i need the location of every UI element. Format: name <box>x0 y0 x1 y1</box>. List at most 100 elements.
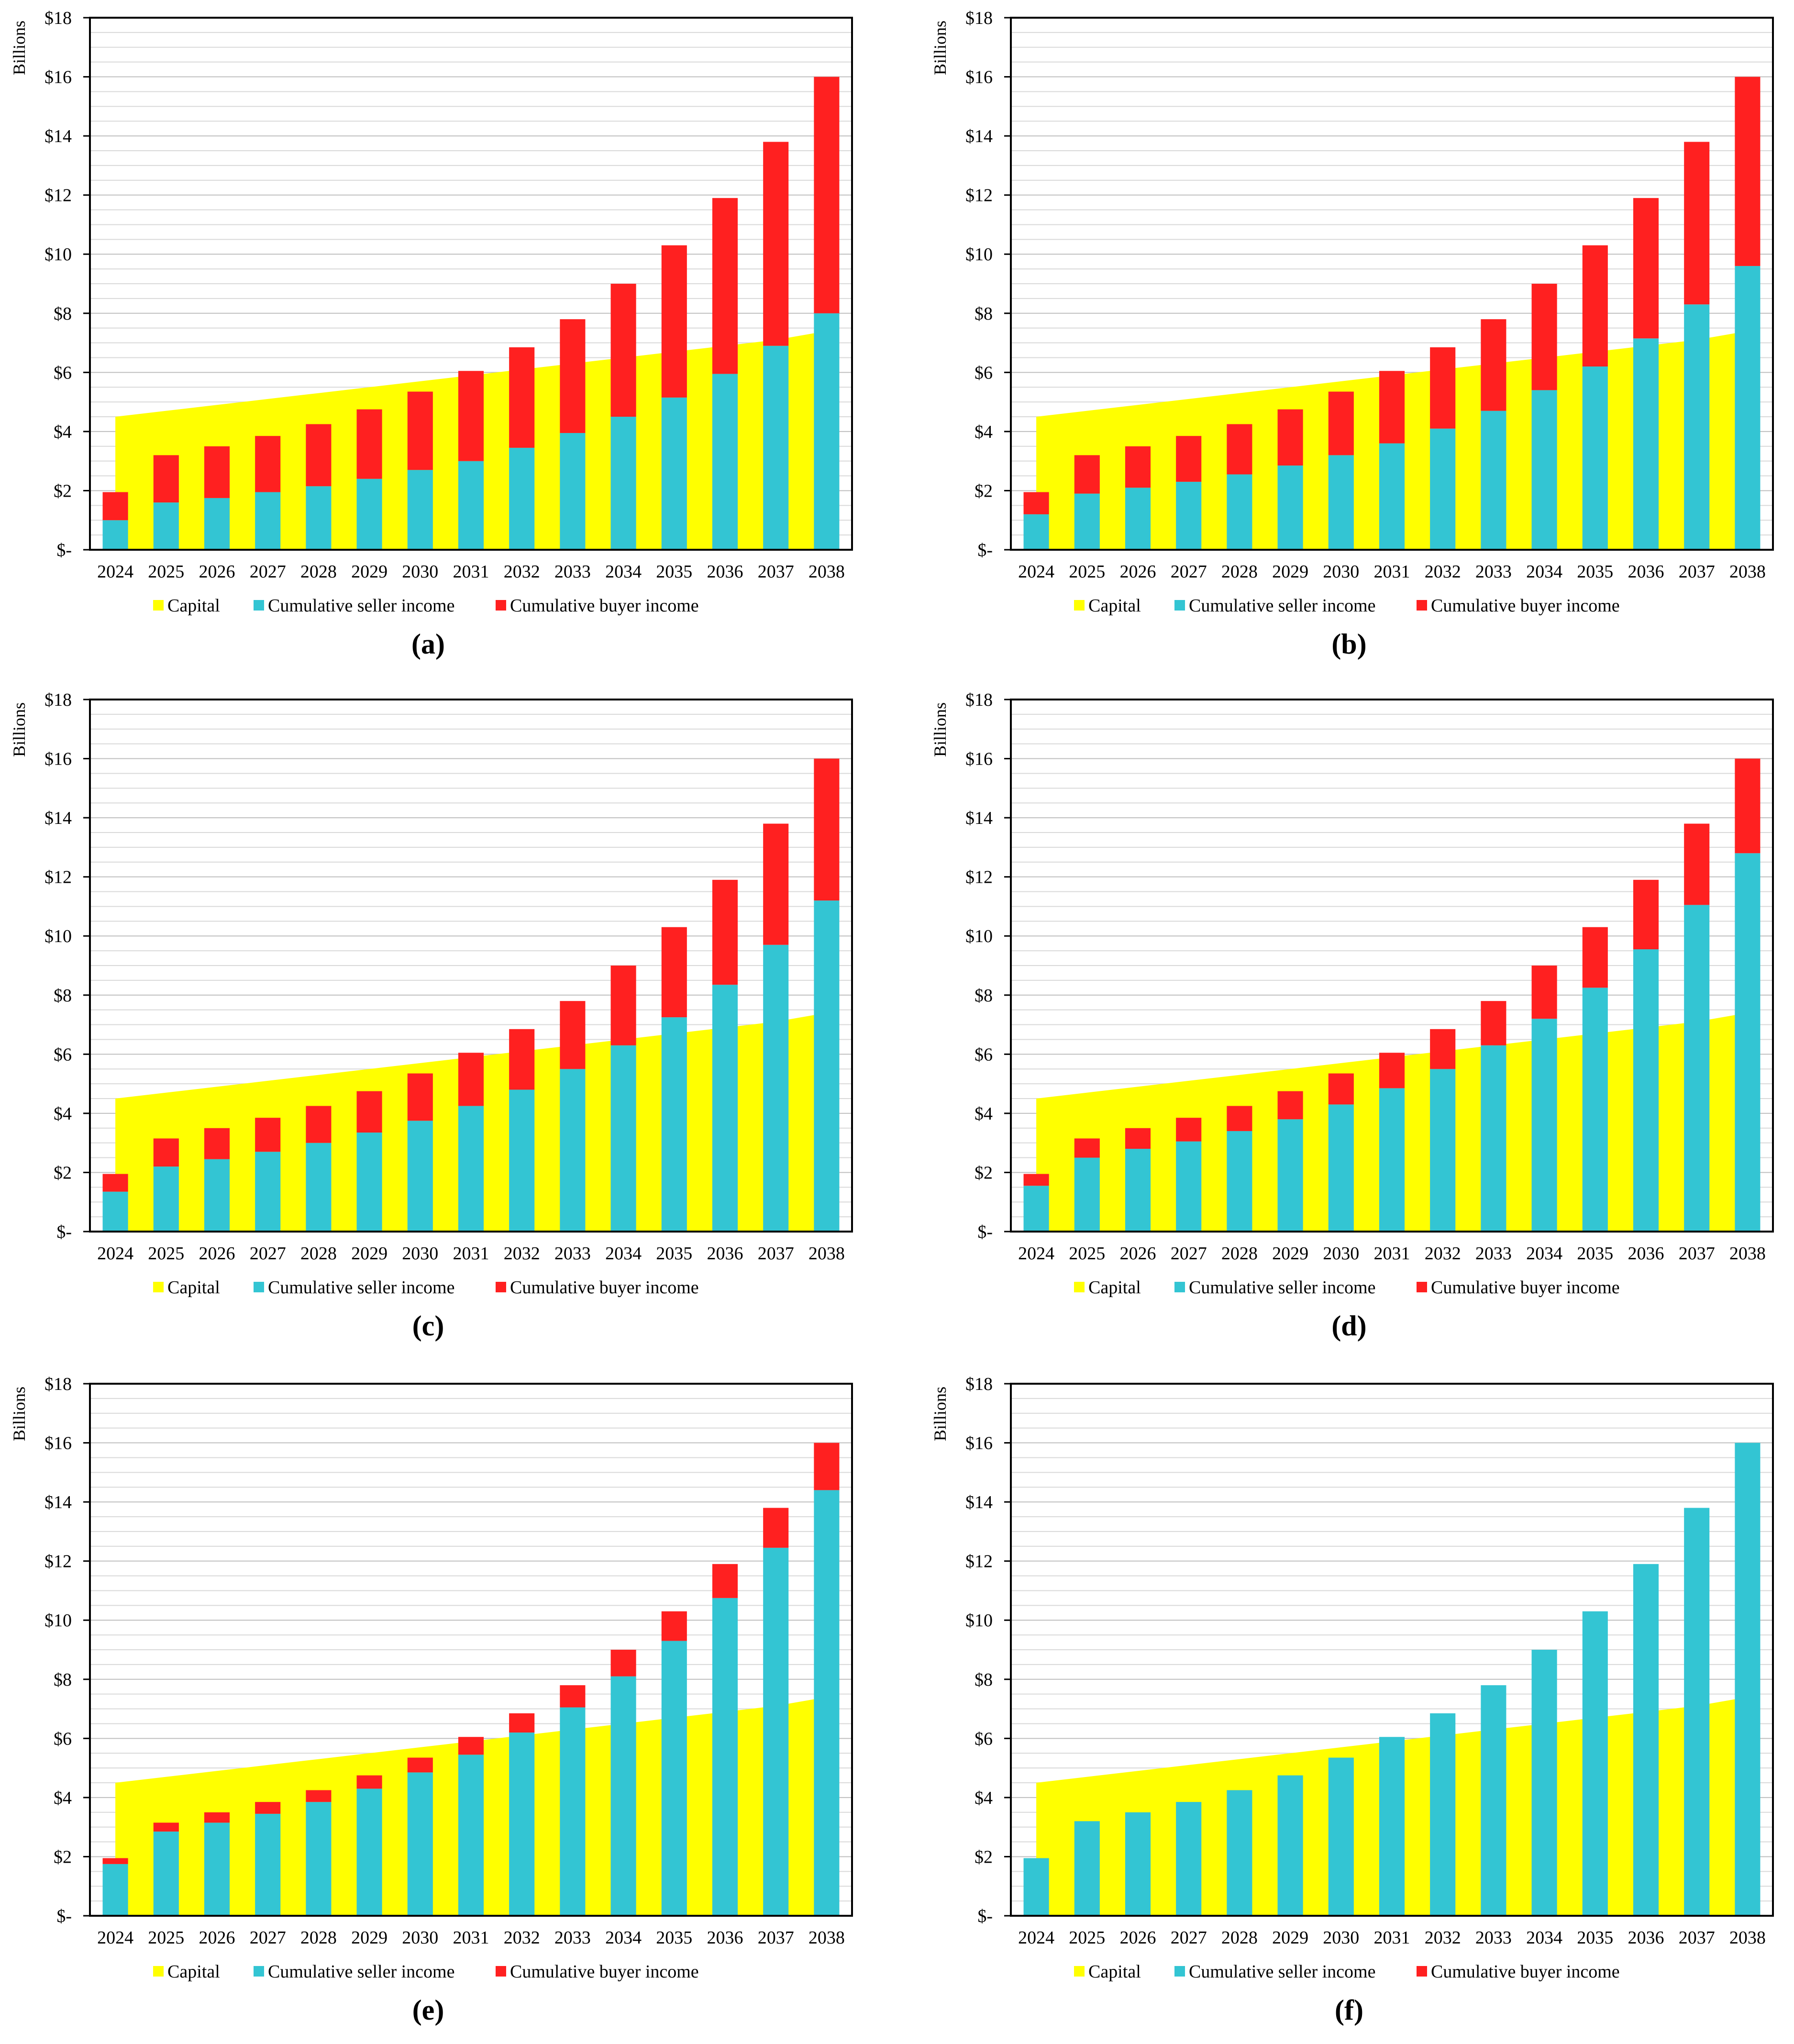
bar-buyer-2030 <box>1328 1073 1354 1105</box>
bar-buyer-2031 <box>1379 371 1405 444</box>
bar-buyer-2026 <box>204 1812 230 1823</box>
bar-buyer-2035 <box>1582 927 1608 988</box>
bar-seller-2027 <box>255 1152 281 1232</box>
legend-label-seller: Cumulative seller income <box>268 1962 454 1982</box>
legend-swatch-capital <box>153 600 164 611</box>
x-tick-label: 2037 <box>1679 1928 1715 1948</box>
bar-buyer-2036 <box>1633 879 1659 950</box>
bar-buyer-2038 <box>814 758 840 901</box>
y-tick-label: $14 <box>965 808 993 828</box>
bar-buyer-2037 <box>763 823 789 945</box>
bar-buyer-2028 <box>1227 424 1252 475</box>
bar-buyer-2032 <box>509 1029 535 1090</box>
bar-buyer-2029 <box>1277 1091 1303 1120</box>
legend-swatch-buyer <box>1417 1966 1427 1977</box>
x-tick-label: 2028 <box>1221 562 1258 582</box>
y-tick-label: $10 <box>44 1611 72 1631</box>
y-tick-label: $4 <box>54 422 72 442</box>
x-tick-label: 2036 <box>1628 562 1664 582</box>
bar-buyer-2035 <box>1582 245 1608 367</box>
x-tick-label: 2038 <box>1729 1928 1766 1948</box>
x-tick-label: 2026 <box>1120 1928 1156 1948</box>
bar-seller-2028 <box>1227 1790 1252 1916</box>
x-tick-label: 2036 <box>1628 1928 1664 1948</box>
x-tick-label: 2031 <box>453 562 489 582</box>
x-tick-label: 2033 <box>554 1244 591 1264</box>
bar-buyer-2037 <box>1684 823 1710 905</box>
x-tick-label: 2030 <box>1323 1928 1359 1948</box>
bar-seller-2027 <box>1176 481 1202 550</box>
bar-buyer-2030 <box>407 1073 433 1121</box>
chart-panel-2: 2024 2025 2026 2027 2028 2029 2030 2031 2032 2033… <box>930 8 1774 660</box>
bar-buyer-2032 <box>1430 347 1456 429</box>
x-tick-label: 2029 <box>1272 562 1308 582</box>
plot-frame <box>89 699 853 1233</box>
y-tick-label: $16 <box>44 749 72 769</box>
bar-seller-2024 <box>1023 1858 1049 1916</box>
y-axis-label: Billions <box>930 21 950 75</box>
bar-buyer-2034 <box>1531 966 1557 1019</box>
y-tick-label: $6 <box>975 1044 993 1065</box>
x-tick-label: 2027 <box>250 1928 286 1948</box>
y-tick-label: $10 <box>965 1611 993 1631</box>
bar-buyer-2035 <box>661 1611 687 1641</box>
bar-seller-2038 <box>814 313 840 550</box>
bar-seller-2031 <box>1379 1737 1405 1916</box>
panel-label: (b) <box>1331 628 1366 660</box>
legend-swatch-seller <box>254 1282 264 1292</box>
y-tick-label: $4 <box>975 1788 993 1808</box>
bar-buyer-2036 <box>712 879 738 985</box>
bar-seller-2029 <box>356 1133 382 1232</box>
bar-buyer-2032 <box>509 1713 535 1733</box>
x-tick-label: 2031 <box>453 1244 489 1264</box>
y-tick-label: $4 <box>975 422 993 442</box>
y-tick-label: $18 <box>965 690 993 710</box>
x-tick-label: 2031 <box>1374 562 1410 582</box>
bar-seller-2036 <box>1633 1564 1659 1916</box>
bar-seller-2034 <box>1531 390 1557 550</box>
x-tick-label: 2038 <box>808 562 845 582</box>
bar-buyer-2035 <box>661 245 687 398</box>
bar-seller-2031 <box>458 1106 484 1232</box>
bar-buyer-2028 <box>306 1790 332 1802</box>
legend-label-seller: Cumulative seller income <box>1189 1962 1375 1982</box>
legend-swatch-capital <box>153 1966 164 1977</box>
x-tick-label: 2030 <box>402 562 438 582</box>
x-tick-label: 2038 <box>1729 1244 1766 1264</box>
bar-seller-2026 <box>1125 1812 1151 1916</box>
x-tick-label: 2026 <box>1120 1244 1156 1264</box>
bar-buyer-2031 <box>1379 1053 1405 1089</box>
y-tick-label: $8 <box>975 304 993 324</box>
y-tick-label: $6 <box>975 363 993 383</box>
x-tick-label: 2034 <box>605 562 642 582</box>
x-tick-label: 2033 <box>1475 562 1512 582</box>
y-tick-label: $2 <box>54 481 72 501</box>
bar-seller-2028 <box>306 1802 332 1916</box>
bar-buyer-2033 <box>560 319 586 433</box>
legend-label-capital: Capital <box>1088 1278 1141 1298</box>
bar-seller-2027 <box>255 1813 281 1916</box>
legend-label-seller: Cumulative seller income <box>1189 1278 1375 1298</box>
bar-seller-2032 <box>1430 1713 1456 1916</box>
panel-label: (c) <box>412 1310 444 1342</box>
legend-swatch-capital <box>1074 600 1085 611</box>
x-tick-label: 2024 <box>1018 1928 1054 1948</box>
bar-seller-2035 <box>661 1641 687 1916</box>
bar-seller-2038 <box>1735 853 1761 1232</box>
bar-buyer-2037 <box>1684 142 1710 305</box>
x-tick-label: 2031 <box>1374 1928 1410 1948</box>
x-tick-label: 2032 <box>504 1928 540 1948</box>
y-tick-label: $2 <box>54 1163 72 1183</box>
legend-swatch-capital <box>153 1282 164 1292</box>
x-tick-label: 2037 <box>1679 562 1715 582</box>
x-tick-label: 2029 <box>351 1244 388 1264</box>
legend-swatch-buyer <box>496 1966 506 1977</box>
legend-label-capital: Capital <box>167 596 220 616</box>
legend-label-capital: Capital <box>167 1278 220 1298</box>
bar-seller-2036 <box>712 374 738 550</box>
x-tick-label: 2029 <box>1272 1244 1308 1264</box>
y-axis-label: Billions <box>10 1387 29 1441</box>
y-tick-label: $10 <box>965 926 993 946</box>
x-tick-label: 2025 <box>1069 1928 1105 1948</box>
